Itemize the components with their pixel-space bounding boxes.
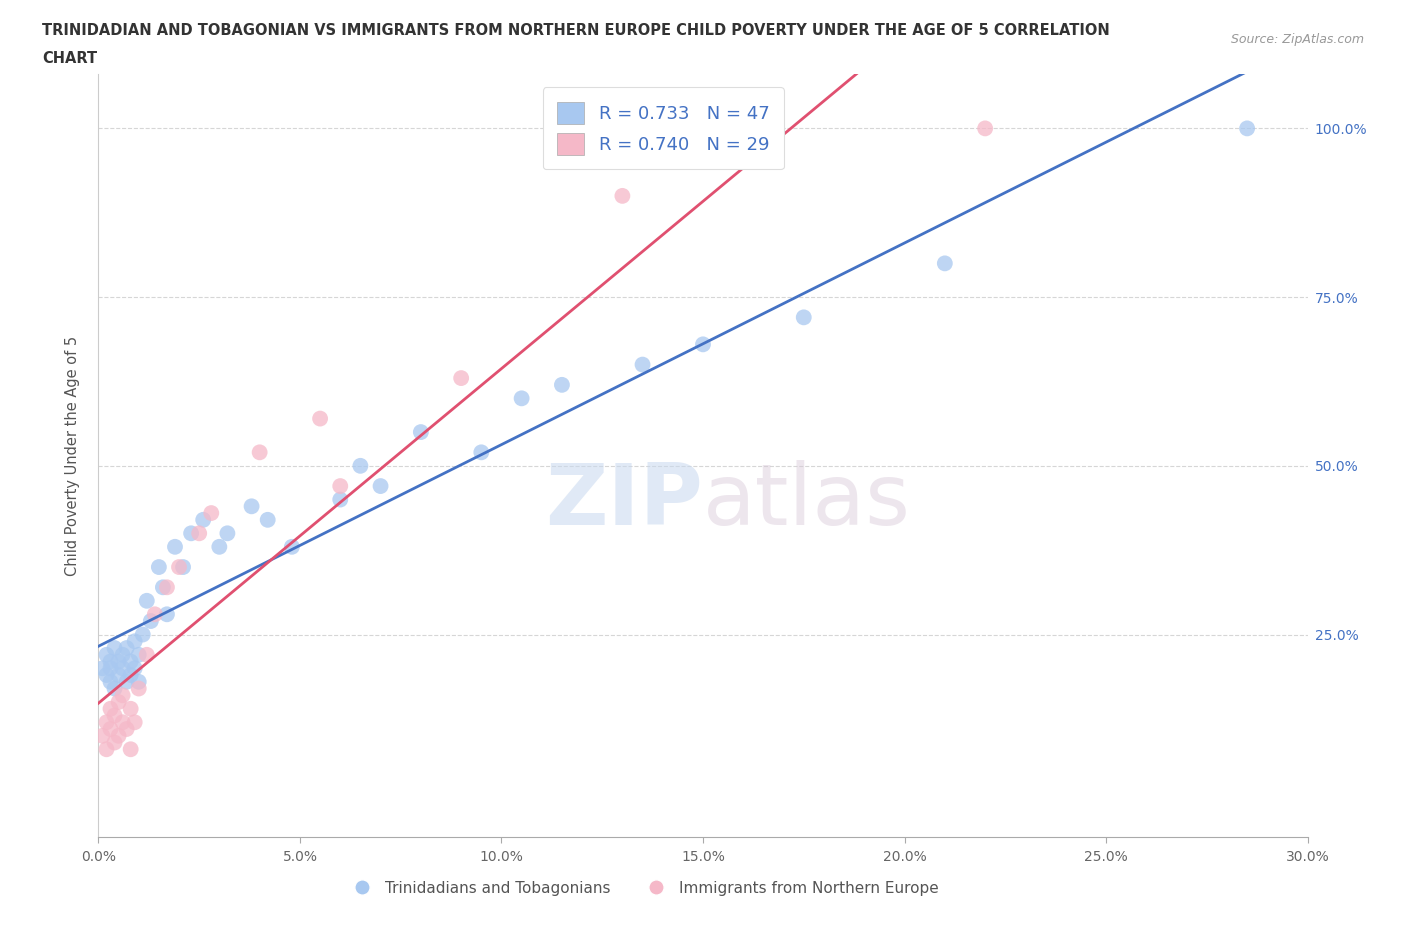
Point bbox=[281, 539, 304, 554]
Point bbox=[91, 728, 114, 743]
Point bbox=[249, 445, 271, 459]
Point bbox=[156, 607, 179, 622]
Point bbox=[631, 357, 654, 372]
Point bbox=[107, 695, 129, 710]
Point bbox=[120, 668, 142, 683]
Point bbox=[107, 728, 129, 743]
Point bbox=[107, 668, 129, 683]
Point bbox=[309, 411, 332, 426]
Point bbox=[148, 560, 170, 575]
Point bbox=[100, 661, 122, 676]
Point bbox=[612, 189, 634, 204]
Point bbox=[115, 674, 138, 689]
Point bbox=[510, 391, 533, 405]
Point bbox=[120, 654, 142, 669]
Text: Source: ZipAtlas.com: Source: ZipAtlas.com bbox=[1230, 33, 1364, 46]
Point bbox=[103, 641, 125, 656]
Point bbox=[934, 256, 956, 271]
Point bbox=[470, 445, 492, 459]
Point bbox=[217, 525, 239, 540]
Point bbox=[180, 525, 202, 540]
Point bbox=[240, 498, 263, 513]
Point bbox=[135, 593, 157, 608]
Point bbox=[128, 674, 150, 689]
Point bbox=[124, 634, 146, 649]
Point bbox=[128, 647, 150, 662]
Point bbox=[115, 722, 138, 737]
Point bbox=[96, 647, 118, 662]
Point bbox=[100, 674, 122, 689]
Point bbox=[551, 378, 574, 392]
Point bbox=[349, 458, 371, 473]
Point bbox=[1236, 121, 1258, 136]
Point bbox=[152, 580, 174, 595]
Point bbox=[100, 701, 122, 716]
Text: ZIP: ZIP bbox=[546, 460, 703, 543]
Point bbox=[124, 715, 146, 730]
Point bbox=[128, 681, 150, 696]
Point bbox=[156, 580, 179, 595]
Y-axis label: Child Poverty Under the Age of 5: Child Poverty Under the Age of 5 bbox=[65, 336, 80, 576]
Point bbox=[172, 560, 194, 575]
Point bbox=[167, 560, 190, 575]
Point bbox=[200, 506, 222, 521]
Point bbox=[111, 647, 134, 662]
Point bbox=[163, 539, 186, 554]
Point bbox=[120, 701, 142, 716]
Point bbox=[96, 715, 118, 730]
Point bbox=[96, 742, 118, 757]
Point bbox=[256, 512, 278, 527]
Point bbox=[139, 614, 162, 629]
Point bbox=[111, 661, 134, 676]
Point bbox=[208, 539, 231, 554]
Point bbox=[974, 121, 997, 136]
Point bbox=[111, 688, 134, 703]
Point bbox=[135, 647, 157, 662]
Point bbox=[103, 681, 125, 696]
Point bbox=[96, 668, 118, 683]
Point bbox=[103, 708, 125, 723]
Point bbox=[692, 141, 714, 156]
Point bbox=[115, 641, 138, 656]
Point bbox=[692, 337, 714, 352]
Point bbox=[103, 735, 125, 750]
Text: CHART: CHART bbox=[42, 51, 97, 66]
Point bbox=[370, 479, 392, 494]
Point bbox=[111, 715, 134, 730]
Point bbox=[124, 661, 146, 676]
Point bbox=[450, 371, 472, 386]
Point bbox=[107, 654, 129, 669]
Point bbox=[409, 425, 432, 440]
Text: TRINIDADIAN AND TOBAGONIAN VS IMMIGRANTS FROM NORTHERN EUROPE CHILD POVERTY UNDE: TRINIDADIAN AND TOBAGONIAN VS IMMIGRANTS… bbox=[42, 23, 1109, 38]
Point bbox=[132, 627, 155, 642]
Point bbox=[120, 742, 142, 757]
Point bbox=[329, 479, 352, 494]
Point bbox=[193, 512, 215, 527]
Point bbox=[100, 722, 122, 737]
Point bbox=[100, 654, 122, 669]
Point bbox=[143, 607, 166, 622]
Point bbox=[188, 525, 211, 540]
Point bbox=[329, 492, 352, 507]
Point bbox=[793, 310, 815, 325]
Point bbox=[91, 661, 114, 676]
Text: atlas: atlas bbox=[703, 460, 911, 543]
Legend: Trinidadians and Tobagonians, Immigrants from Northern Europe: Trinidadians and Tobagonians, Immigrants… bbox=[340, 874, 945, 902]
